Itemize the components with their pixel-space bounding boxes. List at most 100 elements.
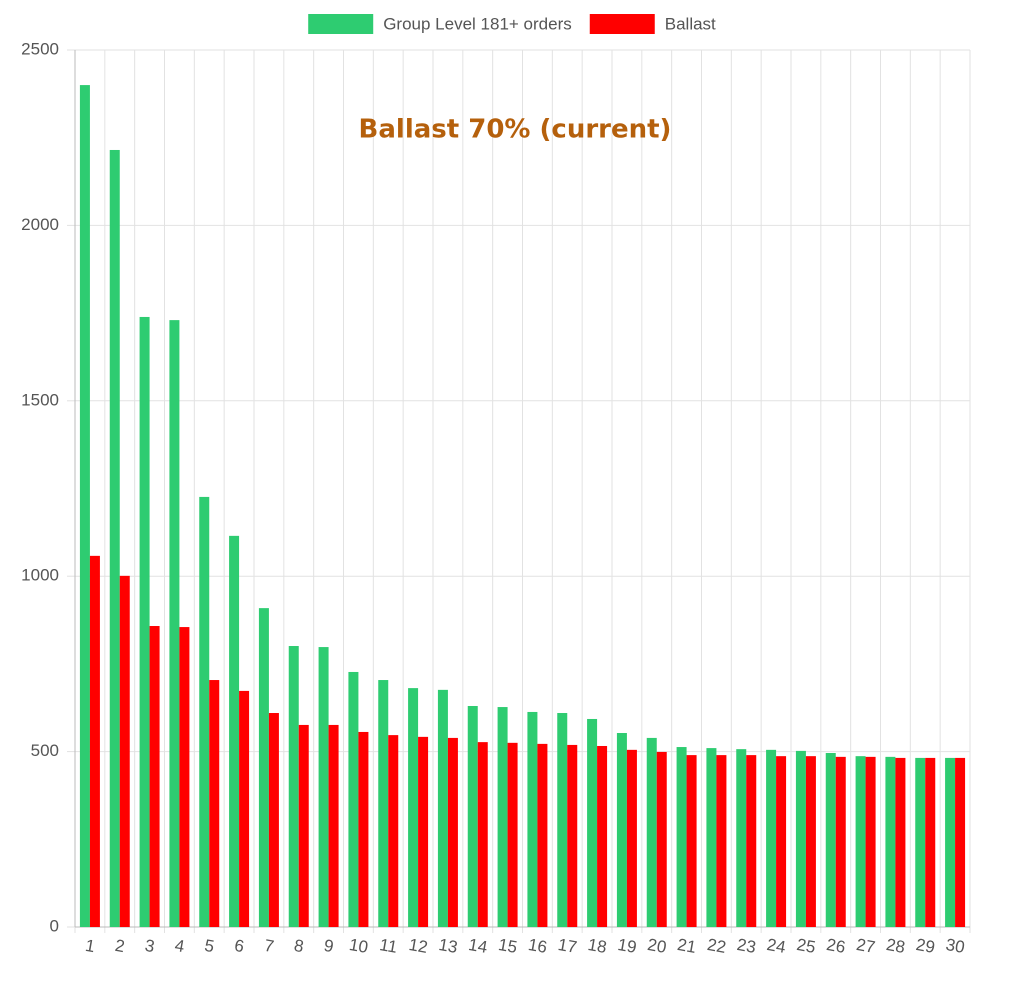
y-tick-label: 0 [50, 916, 59, 935]
bar [209, 680, 220, 927]
x-tick-label: 19 [616, 935, 638, 957]
bar [149, 626, 160, 927]
bar [418, 736, 429, 927]
bar [408, 688, 419, 927]
y-tick-label: 1500 [21, 390, 59, 409]
bar [109, 149, 120, 927]
x-tick-label: 11 [378, 935, 399, 957]
annotation: Ballast 70% (current) [359, 115, 672, 145]
bar [467, 705, 478, 927]
x-tick-label: 25 [795, 935, 817, 957]
bar [79, 85, 90, 927]
bar [507, 742, 518, 927]
x-tick-label: 16 [527, 935, 549, 957]
bar [805, 756, 816, 927]
x-tick-label: 30 [944, 935, 966, 957]
x-tick-label: 21 [676, 935, 698, 957]
bar [597, 745, 608, 927]
bar [169, 320, 180, 928]
bar [229, 535, 240, 927]
bar [527, 711, 538, 927]
bar [835, 756, 846, 927]
y-tick-label: 2500 [21, 39, 59, 58]
x-tick-label: 6 [233, 936, 246, 956]
bar [537, 743, 548, 927]
x-tick-label: 7 [263, 936, 276, 956]
y-tick-label: 2000 [21, 215, 59, 234]
bar [885, 756, 896, 927]
bar [915, 757, 926, 927]
x-tick-label: 4 [173, 936, 186, 956]
bar [119, 575, 130, 927]
bar [686, 755, 697, 927]
bar [447, 737, 458, 927]
bar [855, 756, 866, 927]
x-tick-label: 20 [646, 935, 668, 957]
bar [776, 756, 787, 927]
bar [616, 733, 627, 927]
bar [318, 647, 329, 927]
bar [89, 555, 100, 927]
bar [587, 718, 598, 927]
y-tick-label: 1000 [21, 566, 59, 585]
x-tick-label: 14 [467, 935, 489, 957]
y-tick-label: 500 [31, 741, 59, 760]
x-tick-label: 2 [114, 936, 127, 956]
x-tick-label: 5 [203, 936, 216, 956]
bar [955, 757, 966, 927]
bar [288, 646, 299, 927]
bar [328, 724, 339, 927]
bar [358, 731, 369, 927]
bar [795, 750, 806, 927]
overlay: Ballast 70% (current) Group Level 181+ or… [63, 14, 995, 764]
bar [348, 671, 359, 927]
bar [378, 680, 389, 927]
bar [557, 713, 568, 927]
x-tick-label: 28 [885, 935, 907, 957]
bars [79, 85, 966, 928]
x-tick-label: 18 [586, 935, 608, 957]
bar [945, 757, 956, 927]
legend-swatch [589, 14, 655, 34]
legend-label: Ballast [665, 14, 716, 33]
bar [139, 316, 150, 927]
bar [736, 749, 747, 927]
bar [268, 713, 279, 927]
x-tick-label: 24 [765, 935, 787, 957]
bar [865, 756, 876, 927]
bar [567, 744, 578, 927]
x-tick-label: 10 [348, 935, 370, 957]
x-tick-label: 1 [84, 936, 97, 956]
x-tick-label: 8 [293, 936, 306, 956]
bar [477, 742, 488, 927]
bar [646, 737, 657, 927]
x-tick-label: 17 [556, 935, 578, 957]
x-tick-label: 22 [706, 935, 728, 957]
bar [388, 735, 399, 927]
x-tick-label: 12 [407, 935, 429, 957]
bar [825, 753, 836, 927]
legend-label: Group Level 181+ orders [383, 14, 572, 33]
x-tick-label: 13 [437, 935, 459, 957]
bar [497, 707, 508, 927]
legend-item: Ballast [589, 14, 716, 34]
bar [716, 755, 727, 927]
legend-swatch [308, 14, 374, 34]
x-tick-label: 15 [497, 935, 519, 957]
bar [895, 757, 906, 927]
bar [199, 496, 210, 927]
x-tick-label: 27 [855, 935, 877, 957]
bar [656, 751, 667, 927]
x-tick-label: 3 [143, 936, 156, 956]
legend-item: Group Level 181+ orders [308, 14, 572, 34]
bar [437, 689, 448, 927]
bar [706, 748, 717, 927]
bar [258, 608, 269, 927]
bar [766, 749, 777, 927]
bar [239, 690, 250, 927]
bar [298, 724, 309, 927]
bar [179, 627, 190, 927]
bar [676, 747, 687, 927]
